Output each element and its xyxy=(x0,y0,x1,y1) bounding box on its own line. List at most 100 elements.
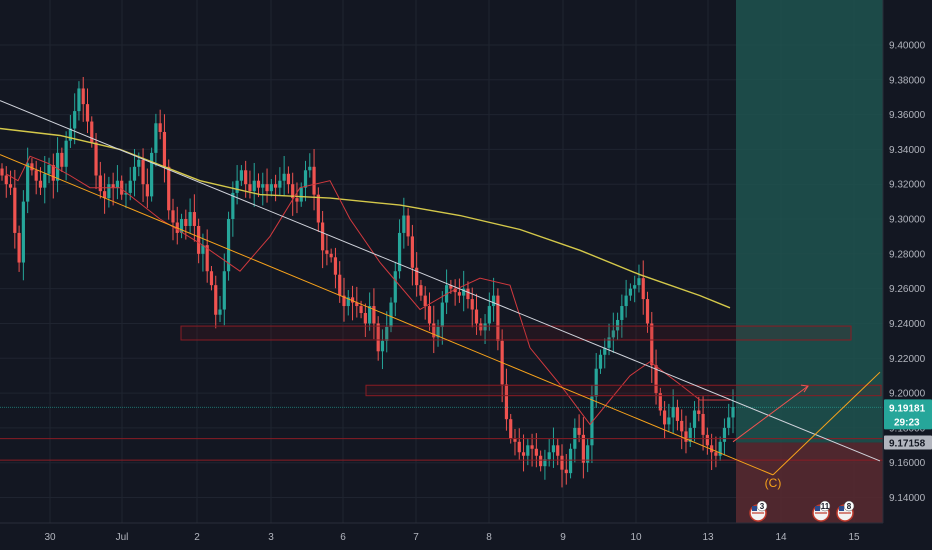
candle-body xyxy=(256,180,261,188)
candle-body xyxy=(167,166,171,211)
candle-body xyxy=(633,285,637,289)
candle-body xyxy=(273,184,278,188)
candle-body xyxy=(359,306,363,314)
candle-body xyxy=(38,180,43,188)
candle-body xyxy=(209,271,214,286)
candle-body xyxy=(205,245,209,272)
candle-body xyxy=(688,427,692,442)
candle-body xyxy=(483,323,487,331)
candle-body xyxy=(162,131,167,167)
moving-average-yellow xyxy=(0,127,731,309)
candle-body xyxy=(534,448,538,456)
event-count-badge xyxy=(756,500,768,512)
candle-body xyxy=(115,180,120,188)
price-tick-label: 9.24000 xyxy=(889,319,926,330)
candle-body xyxy=(145,184,149,197)
candle-body xyxy=(372,306,376,324)
candle-body xyxy=(333,257,338,275)
candle-body xyxy=(457,292,462,296)
candle-body xyxy=(427,306,432,324)
price-tick-label: 9.26000 xyxy=(889,284,926,295)
candle-body xyxy=(17,232,21,263)
candle-body xyxy=(21,201,25,263)
candle-body xyxy=(346,297,350,307)
candle-body xyxy=(432,323,436,338)
candle-body xyxy=(141,159,145,185)
candle-body xyxy=(321,222,325,251)
event-flag-2: 11 xyxy=(812,500,831,522)
event-count-badge xyxy=(843,500,855,512)
candle-body xyxy=(513,438,517,442)
candle-body xyxy=(171,210,175,223)
candle-body xyxy=(94,142,98,176)
candle-body xyxy=(517,441,521,453)
candle-body xyxy=(154,123,158,153)
candle-body xyxy=(470,299,474,310)
candle-body xyxy=(312,166,316,195)
candle-body xyxy=(244,170,248,185)
flag-canton xyxy=(839,506,844,511)
candle-body xyxy=(68,128,72,141)
candle-body xyxy=(496,295,500,341)
candle-body xyxy=(235,180,239,193)
candle-body xyxy=(568,448,573,474)
candle-body xyxy=(124,192,128,195)
candle-body xyxy=(667,417,671,425)
candle-body xyxy=(474,309,479,324)
candle-body xyxy=(722,427,727,442)
candle-body xyxy=(308,166,312,171)
candle-body xyxy=(355,302,359,307)
time-tick-label: 15 xyxy=(848,532,860,543)
candle-body xyxy=(192,212,196,226)
candle-body xyxy=(55,152,60,181)
candle-body xyxy=(179,219,184,233)
price-tick-label: 9.32000 xyxy=(889,180,926,191)
candle-body xyxy=(530,445,534,449)
candle-body xyxy=(380,340,385,352)
candle-body xyxy=(226,219,231,272)
candle-body xyxy=(628,288,633,296)
candle-body xyxy=(252,180,256,192)
candle-body xyxy=(611,330,615,338)
candle-body xyxy=(132,166,137,181)
candle-body xyxy=(201,245,205,254)
price-tick-label: 9.40000 xyxy=(889,40,926,51)
projection-line-orange xyxy=(772,371,881,476)
candle-body xyxy=(658,393,662,411)
candle-body xyxy=(492,295,496,307)
time-scale-bg xyxy=(0,523,932,550)
candle-body xyxy=(624,295,628,307)
candle-body xyxy=(397,232,402,272)
candle-body xyxy=(98,175,102,192)
time-tick-label: 30 xyxy=(44,532,56,543)
candle-body xyxy=(295,198,299,202)
time-tick-label: 8 xyxy=(486,532,492,543)
candle-body xyxy=(543,459,547,467)
entry-price-label: 9.17158 xyxy=(889,439,926,450)
candle-body xyxy=(684,431,688,442)
candle-body xyxy=(718,441,722,456)
candle-body xyxy=(393,271,397,303)
candle-body xyxy=(0,168,4,176)
entry-price-tag xyxy=(884,435,932,450)
candle-body xyxy=(594,368,598,397)
zone-upper xyxy=(180,325,852,341)
time-tick-label: 3 xyxy=(268,532,274,543)
price-tick-label: 9.38000 xyxy=(889,75,926,86)
candle-body xyxy=(714,452,718,456)
time-tick-label: 14 xyxy=(775,532,787,543)
price-tick-label: 9.34000 xyxy=(889,145,926,156)
candle-body xyxy=(90,121,94,143)
price-tick-label: 9.28000 xyxy=(889,249,926,260)
flag-canton xyxy=(752,506,757,511)
candle-body xyxy=(85,104,90,122)
candle-body xyxy=(51,165,55,181)
countdown-label: 29:23 xyxy=(894,417,920,428)
time-tick-label: 2 xyxy=(194,532,200,543)
candle-body xyxy=(504,384,509,420)
candle-body xyxy=(218,309,222,315)
candle-body xyxy=(697,410,701,414)
candle-body xyxy=(376,323,380,352)
time-scale: 30 Jul 2 3 6 7 8 9 10 13 14 15 xyxy=(0,522,932,550)
